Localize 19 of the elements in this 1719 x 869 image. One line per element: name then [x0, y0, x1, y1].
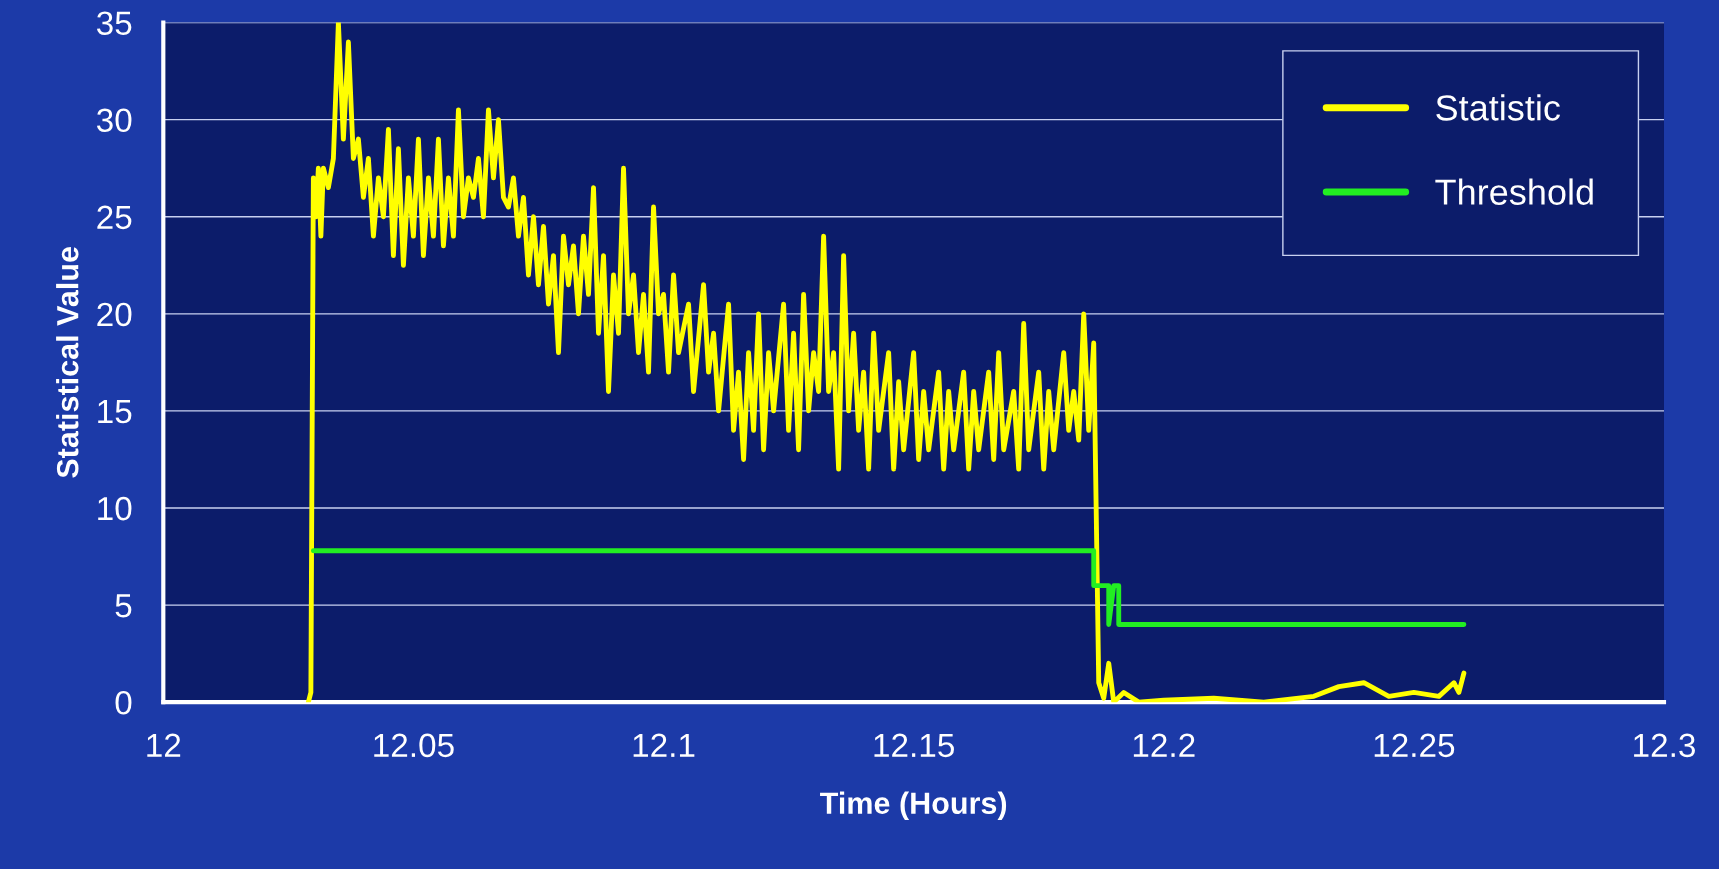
x-tick-label: 12.2 [1133, 733, 1195, 757]
x-tick-label: 12.15 [874, 733, 954, 758]
y-tick-label: 30 [96, 108, 132, 133]
y-tick-label: 25 [97, 205, 132, 230]
y-tick-label: 5 [115, 594, 132, 618]
y-axis-title: Statistical Value [56, 247, 79, 478]
y-tick-label: 15 [98, 400, 132, 424]
x-tick-label: 12.3 [1634, 733, 1695, 758]
x-tick-label: 12.25 [1374, 733, 1455, 758]
x-axis-title: Time (Hours) [820, 791, 1007, 821]
x-tick-label: 12 [147, 733, 181, 757]
y-tick-label: 0 [115, 690, 132, 715]
y-tick-label: 20 [97, 302, 132, 327]
x-tick-label: 12.05 [374, 733, 454, 758]
y-tick-label: 35 [96, 11, 132, 35]
legend-label: Statistic [1436, 94, 1561, 121]
x-tick-label: 12.1 [633, 733, 695, 757]
y-tick-label: 10 [98, 496, 132, 521]
legend-label: Threshold [1435, 178, 1593, 205]
